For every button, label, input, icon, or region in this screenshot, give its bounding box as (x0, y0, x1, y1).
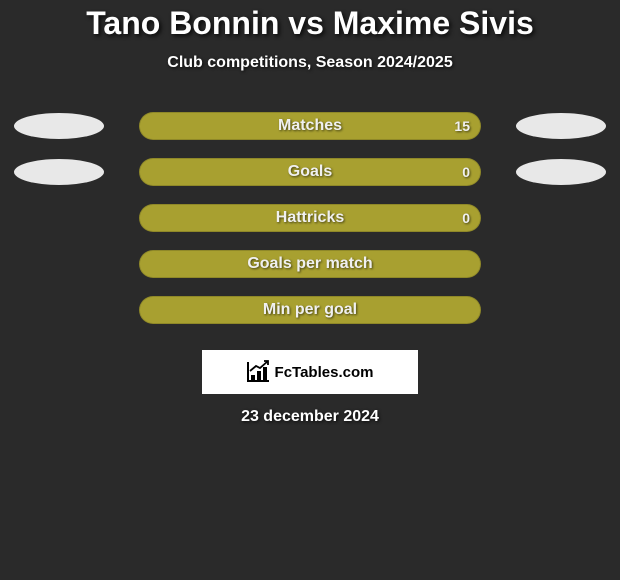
comparison-infographic: Tano Bonnin vs Maxime Sivis Club competi… (0, 0, 620, 580)
stat-label: Min per goal (263, 301, 357, 319)
stat-label: Goals (288, 163, 332, 181)
chart-icon (247, 362, 269, 382)
player2-ellipse (516, 159, 606, 185)
stat-bar-matches: Matches 15 (139, 112, 481, 140)
stat-value: 0 (462, 210, 470, 226)
stat-row-matches: Matches 15 (0, 112, 620, 140)
stat-label: Hattricks (276, 209, 344, 227)
logo-text: FcTables.com (275, 364, 374, 381)
player1-ellipse (14, 159, 104, 185)
logo-content: FcTables.com (247, 362, 374, 382)
stat-label: Matches (278, 117, 342, 135)
player2-ellipse (516, 113, 606, 139)
stat-bar-hattricks: Hattricks 0 (139, 204, 481, 232)
stat-bar-mpg: Min per goal (139, 296, 481, 324)
page-subtitle: Club competitions, Season 2024/2025 (167, 54, 452, 72)
stat-row-min-per-goal: Min per goal (0, 296, 620, 324)
stat-row-goals-per-match: Goals per match (0, 250, 620, 278)
stat-value: 15 (454, 118, 470, 134)
stat-bar-goals: Goals 0 (139, 158, 481, 186)
player1-ellipse (14, 113, 104, 139)
site-logo[interactable]: FcTables.com (202, 350, 418, 394)
stat-label: Goals per match (247, 255, 372, 273)
page-title: Tano Bonnin vs Maxime Sivis (86, 5, 534, 42)
footer-date: 23 december 2024 (241, 408, 379, 426)
stat-bar-gpm: Goals per match (139, 250, 481, 278)
stat-row-goals: Goals 0 (0, 158, 620, 186)
stat-row-hattricks: Hattricks 0 (0, 204, 620, 232)
stat-value: 0 (462, 164, 470, 180)
